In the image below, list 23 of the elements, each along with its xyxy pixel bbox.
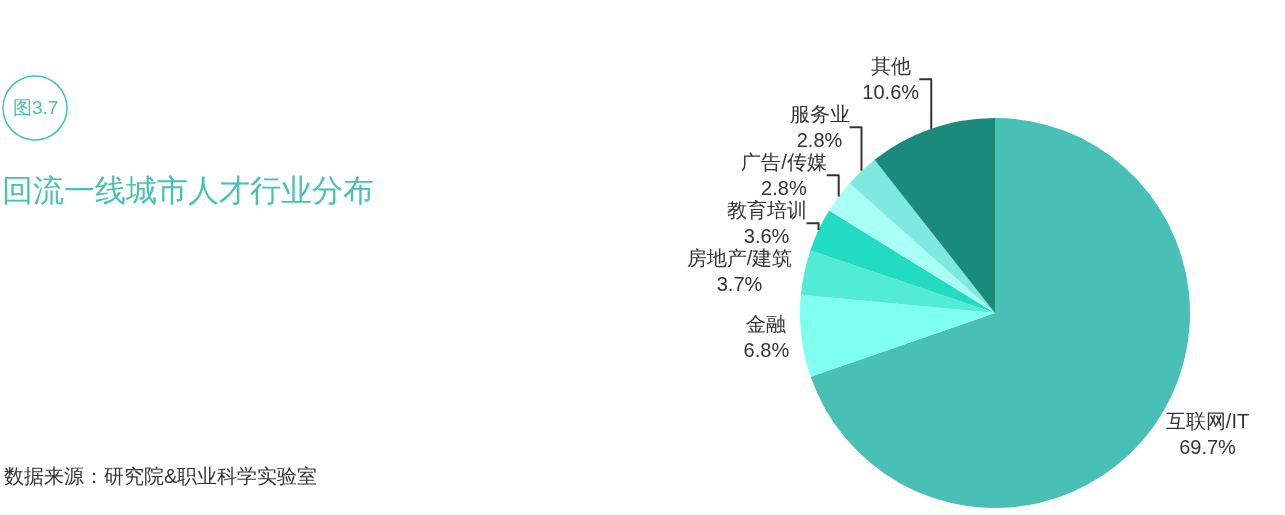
slice-label: 金融 — [746, 312, 787, 335]
slice-label: 互联网/IT — [1165, 410, 1250, 433]
slice-label: 教育培训 — [726, 199, 807, 222]
pie-slice — [874, 118, 995, 313]
data-label: 10.6% — [862, 81, 920, 104]
data-label: 3.7% — [716, 273, 763, 296]
slice-label: 服务业 — [789, 103, 850, 126]
slice-label: 房地产/建筑 — [686, 247, 793, 270]
pie-slice — [800, 294, 995, 377]
slice-label: 其他 — [870, 55, 911, 78]
source-note: 数据来源：研究院&职业科学实验室 — [4, 465, 318, 487]
pie-slice — [849, 159, 995, 313]
data-label: 3.6% — [743, 225, 790, 248]
data-label: 2.8% — [761, 177, 807, 200]
pie-slice — [800, 250, 995, 313]
data-label: 2.8% — [796, 129, 843, 152]
slice-label: 广告/传媒 — [741, 151, 827, 174]
pie-slice — [829, 183, 995, 313]
caption: 图3.7 — [13, 97, 59, 118]
data-label: 69.7% — [1179, 436, 1237, 459]
pie-slice — [810, 210, 995, 313]
text: 回流一线城市人才行业分布 — [2, 172, 374, 208]
data-label: 6.8% — [743, 338, 790, 361]
